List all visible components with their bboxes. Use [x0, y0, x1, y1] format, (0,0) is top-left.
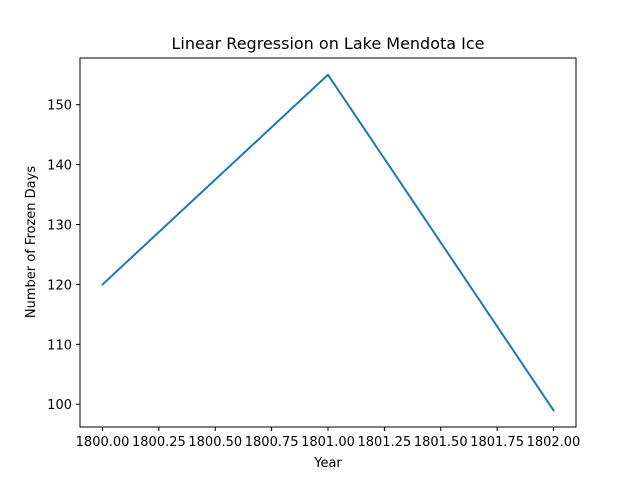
y-axis-ticks: 100 110 120 130 140 150 [47, 99, 80, 413]
x-tick-label: 1802.00 [527, 435, 581, 450]
x-axis-label: Year [313, 456, 342, 471]
x-tick-label: 1801.00 [301, 435, 355, 450]
y-axis-label: Number of Frozen Days [24, 166, 39, 318]
x-tick-label: 1800.00 [76, 435, 130, 450]
chart-title: Linear Regression on Lake Mendota Ice [171, 34, 484, 53]
x-tick-label: 1801.75 [470, 435, 524, 450]
y-tick-label: 110 [47, 338, 72, 353]
y-tick-label: 130 [47, 219, 72, 234]
series-line [101, 73, 555, 412]
x-tick-label: 1800.25 [132, 435, 186, 450]
y-tick-label: 100 [47, 398, 72, 413]
plot-frame [79, 57, 577, 428]
x-axis-ticks: 1800.00 1800.25 1800.50 1800.75 1801.00 1801.… [76, 427, 581, 450]
x-tick-label: 1801.50 [414, 435, 468, 450]
x-tick-label: 1800.75 [245, 435, 299, 450]
y-tick-label: 140 [47, 159, 72, 174]
y-tick-label: 120 [47, 278, 72, 293]
x-tick-label: 1800.50 [188, 435, 242, 450]
series-layer [101, 73, 555, 412]
x-tick-label: 1801.25 [357, 435, 411, 450]
plot-area [80, 58, 576, 427]
y-tick-label: 150 [47, 99, 72, 114]
